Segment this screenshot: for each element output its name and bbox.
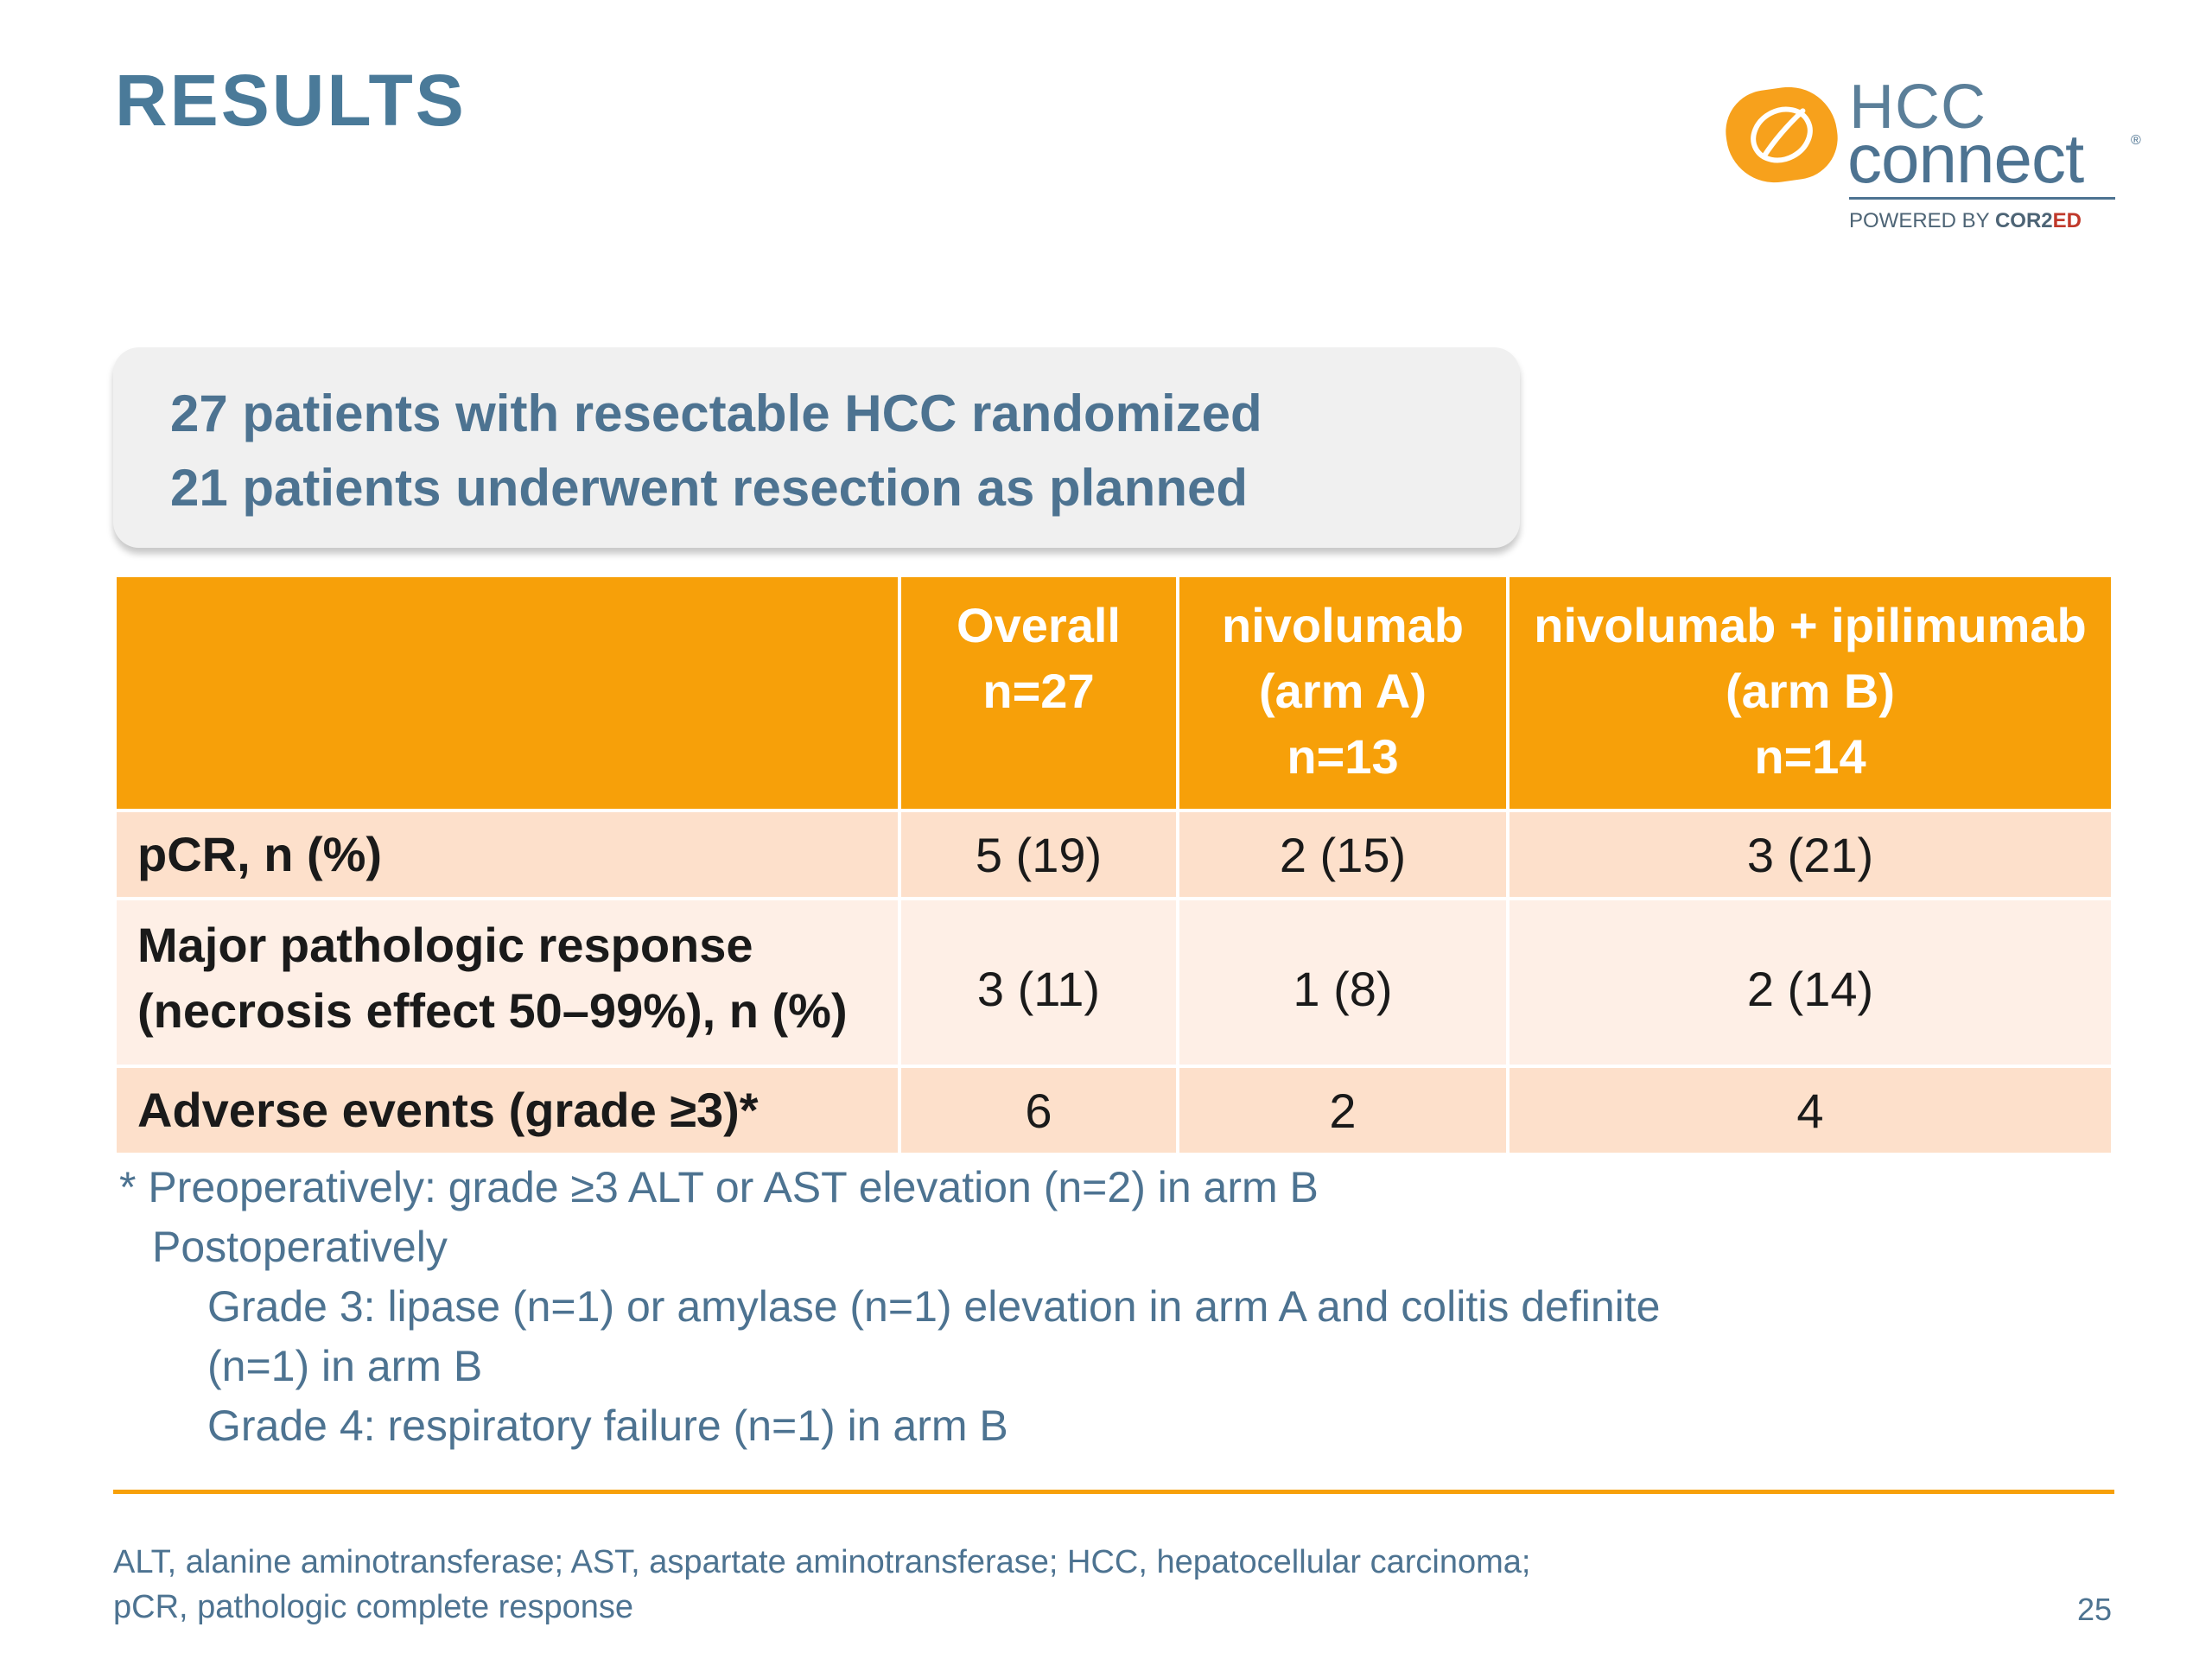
slide-title: RESULTS xyxy=(115,60,467,141)
header-label: Overall xyxy=(957,598,1121,652)
table-row-adverse-events: Adverse events (grade ≥3)* 6 2 4 xyxy=(113,1065,2114,1156)
cell-arm-a: 2 xyxy=(1176,1065,1510,1156)
footnote-line: * Preoperatively: grade ≥3 ALT or AST el… xyxy=(119,1163,1319,1211)
logo-divider xyxy=(1849,197,2115,200)
footnote-line: Grade 4: respiratory failure (n=1) in ar… xyxy=(207,1402,1008,1450)
cell-arm-b: 3 (21) xyxy=(1506,809,2114,900)
table-row-pcr: pCR, n (%) 5 (19) 2 (15) 3 (21) xyxy=(113,809,2114,900)
header-arm: (arm B) xyxy=(1725,664,1896,718)
footnote-line: (n=1) in arm B xyxy=(207,1342,483,1390)
cell-overall: 5 (19) xyxy=(898,809,1179,900)
header-label: nivolumab + ipilimumab xyxy=(1534,598,2087,652)
cell-arm-b: 4 xyxy=(1506,1065,2114,1156)
header-cell-arm-b: nivolumab + ipilimumab (arm B) n=14 xyxy=(1506,574,2114,812)
liver-logo-icon xyxy=(1720,80,1843,189)
row-label: Adverse events (grade ≥3)* xyxy=(113,1065,901,1156)
row-label: Major pathologic response (necrosis effe… xyxy=(113,897,901,1068)
footnote-line: Grade 3: lipase (n=1) or amylase (n=1) e… xyxy=(207,1282,1661,1331)
header-n: n=14 xyxy=(1754,729,1866,784)
abbreviations: ALT, alanine aminotransferase; AST, aspa… xyxy=(113,1540,1530,1630)
header-cell-overall: Overall n=27 xyxy=(898,574,1179,812)
hcc-connect-logo: HCC connect ® POWERED BY COR2ED xyxy=(1718,76,2150,238)
table-row-major-response: Major pathologic response (necrosis effe… xyxy=(113,897,2114,1068)
logo-text-hcc: HCC xyxy=(1849,73,1986,142)
cell-arm-a: 2 (15) xyxy=(1176,809,1510,900)
header-label: nivolumab xyxy=(1221,598,1465,652)
cell-overall: 6 xyxy=(898,1065,1179,1156)
logo-text-connect: connect xyxy=(1847,120,2084,197)
footnote-line: Postoperatively xyxy=(152,1223,448,1271)
header-arm: (arm A) xyxy=(1259,664,1427,718)
adverse-events-footnote: * Preoperatively: grade ≥3 ALT or AST el… xyxy=(119,1158,2020,1456)
registered-mark: ® xyxy=(2131,133,2141,148)
abbreviations-line: pCR, pathologic complete response xyxy=(113,1589,634,1625)
orange-divider xyxy=(113,1490,2114,1494)
header-cell-arm-a: nivolumab (arm A) n=13 xyxy=(1176,574,1510,812)
row-label: pCR, n (%) xyxy=(113,809,901,900)
brand-cor2: COR2 xyxy=(1994,209,2053,232)
header-n: n=13 xyxy=(1287,729,1399,784)
page-number: 25 xyxy=(2077,1592,2113,1627)
cell-arm-b: 2 (14) xyxy=(1506,897,2114,1068)
header-cell-empty xyxy=(113,574,901,812)
callout-line-randomized: 27 patients with resectable HCC randomiz… xyxy=(170,385,1262,442)
results-table: Overall n=27 nivolumab (arm A) n=13 nivo… xyxy=(113,574,2114,1156)
powered-by-label: POWERED BY xyxy=(1849,209,1995,232)
logo-powered-by: POWERED BY COR2ED xyxy=(1849,209,2082,233)
row-label-line1: Major pathologic response xyxy=(137,918,753,972)
callout-line-resection: 21 patients underwent resection as plann… xyxy=(170,459,1248,517)
table-header-row: Overall n=27 nivolumab (arm A) n=13 nivo… xyxy=(113,574,2114,812)
patients-callout-box: 27 patients with resectable HCC randomiz… xyxy=(113,347,1520,548)
brand-ed: ED xyxy=(2052,209,2082,232)
cell-arm-a: 1 (8) xyxy=(1176,897,1510,1068)
abbreviations-line: ALT, alanine aminotransferase; AST, aspa… xyxy=(113,1544,1531,1580)
cell-overall: 3 (11) xyxy=(898,897,1179,1068)
row-label-line2: (necrosis effect 50–99%), n (%) xyxy=(137,983,848,1038)
header-n: n=27 xyxy=(982,664,1095,718)
